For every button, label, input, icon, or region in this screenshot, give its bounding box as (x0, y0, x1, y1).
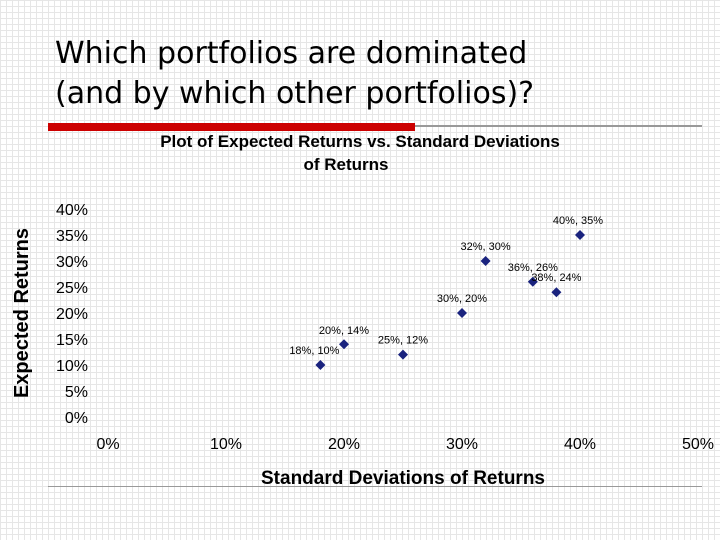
x-tick-label: 10% (210, 436, 242, 453)
data-point-label: 30%, 20% (437, 293, 487, 305)
y-tick-label: 35% (56, 228, 88, 245)
data-point-marker (480, 256, 491, 266)
x-tick-label: 30% (446, 436, 478, 453)
x-axis-label: Standard Deviations of Returns (261, 468, 545, 489)
data-point-marker (457, 308, 467, 318)
chart-title-line-2: of Returns (304, 155, 389, 174)
chart-title-line-1: Plot of Expected Returns vs. Standard De… (160, 132, 560, 151)
data-point-marker (551, 287, 562, 298)
data-point-marker (575, 230, 585, 240)
y-tick-label: 40% (56, 202, 88, 219)
data-points (315, 230, 585, 370)
data-point-label: 38%, 24% (531, 272, 581, 284)
title-accent-bar (48, 123, 415, 131)
title-divider (415, 125, 702, 127)
y-tick-label: 5% (65, 384, 88, 401)
y-tick-labels: 0% 5% 10% 15% 20% 25% 30% 35% 40% (56, 202, 88, 427)
data-point-marker (339, 339, 349, 350)
y-tick-label: 25% (56, 280, 88, 297)
data-point-label: 36%, 26% (508, 262, 558, 274)
y-tick-label: 30% (56, 254, 88, 271)
data-point-label: 25%, 12% (378, 335, 428, 347)
slide-title-line-2: (and by which other portfolios)? (55, 76, 535, 111)
data-point-marker (527, 276, 538, 287)
slide-title: Which portfolios are dominated (and by w… (55, 34, 675, 114)
y-axis-label: Expected Returns (11, 228, 33, 398)
data-point-label: 32%, 30% (461, 241, 511, 253)
x-tick-label: 20% (328, 436, 360, 453)
data-point-label: 20%, 14% (319, 325, 369, 337)
data-point-marker (315, 360, 326, 370)
bottom-divider (48, 486, 702, 487)
slide-title-line-1: Which portfolios are dominated (55, 36, 528, 71)
x-tick-label: 50% (682, 436, 714, 453)
data-point-marker (398, 349, 408, 360)
data-point-label: 18%, 10% (289, 345, 339, 357)
y-tick-label: 20% (56, 306, 88, 323)
y-tick-label: 10% (56, 358, 88, 375)
x-tick-labels: 0% 10% 20% 30% 40% 50% (96, 436, 714, 453)
x-tick-label: 40% (564, 436, 596, 453)
y-tick-label: 0% (65, 410, 88, 427)
x-tick-label: 0% (96, 436, 119, 453)
data-labels: 18%, 10% 20%, 14% 25%, 12% 30%, 20% 32%, 30%… (289, 215, 603, 357)
data-point-label: 40%, 35% (553, 215, 603, 227)
y-tick-label: 15% (56, 332, 88, 349)
